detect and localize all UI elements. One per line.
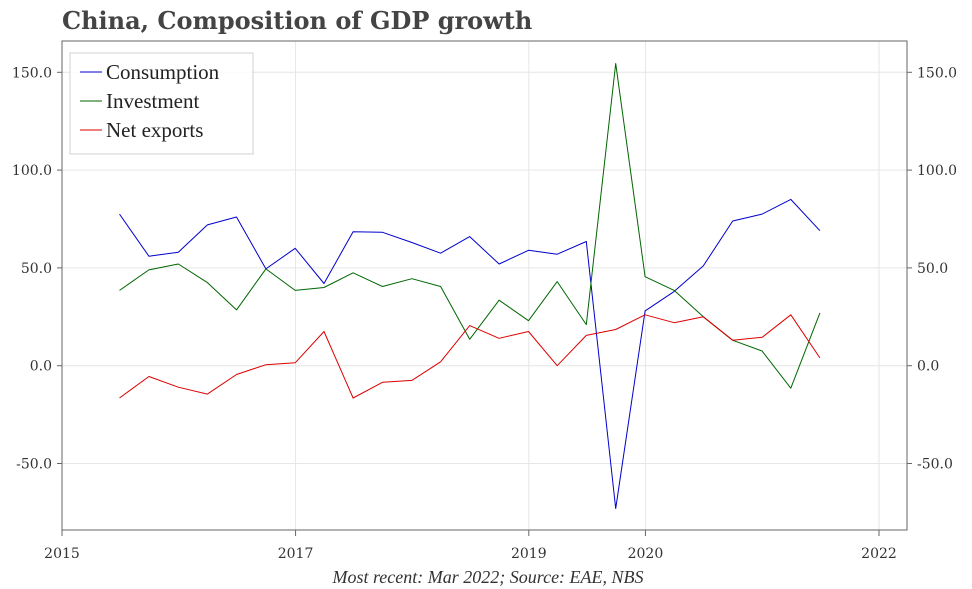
y-tick-label-right: 0.0 — [917, 359, 939, 375]
y-tick-label-left: 50.0 — [21, 261, 52, 277]
y-tick-label-right: 50.0 — [917, 261, 948, 277]
series-line-net-exports — [119, 314, 821, 399]
x-tick-label: 2022 — [861, 546, 897, 562]
series-line-consumption — [119, 198, 821, 509]
x-tick-label: 2017 — [278, 546, 314, 562]
x-axis: 2015 2017 2019 2020 2022 — [44, 530, 897, 562]
legend-label: Investment — [106, 89, 199, 113]
y-tick-label-left: 100.0 — [12, 163, 52, 179]
legend-label: Consumption — [106, 60, 220, 84]
x-tick-label: 2015 — [44, 546, 80, 562]
y-tick-label-right: 150.0 — [917, 65, 957, 81]
chart-title: China, Composition of GDP growth — [62, 6, 533, 35]
y-tick-label-right: 100.0 — [917, 163, 957, 179]
source-note: Most recent: Mar 2022; Source: EAE, NBS — [331, 567, 643, 587]
y-axis-left: 150.0 100.0 50.0 0.0 -50.0 — [12, 65, 62, 472]
legend: Consumption Investment Net exports — [69, 52, 254, 155]
legend-box — [69, 52, 254, 155]
y-tick-label-left: -50.0 — [16, 456, 52, 472]
plot-frame — [61, 40, 908, 531]
y-tick-label-left: 0.0 — [30, 359, 52, 375]
series-lines — [119, 63, 821, 509]
legend-label: Net exports — [106, 118, 203, 142]
y-tick-label-right: -50.0 — [917, 456, 953, 472]
y-axis-right: 150.0 100.0 50.0 0.0 -50.0 — [907, 65, 957, 472]
y-tick-label-left: 150.0 — [12, 65, 52, 81]
x-tick-label: 2020 — [628, 546, 664, 562]
x-tick-label: 2019 — [511, 546, 547, 562]
